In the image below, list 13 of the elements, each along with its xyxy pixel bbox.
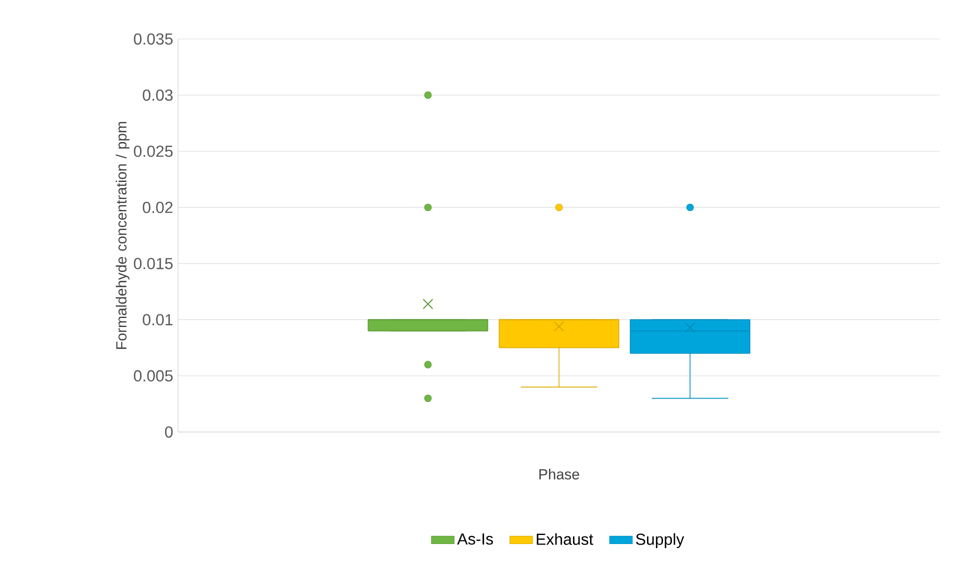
y-tick-label: 0.01 [142, 314, 173, 326]
y-tick-label: 0.015 [134, 258, 173, 270]
legend-label: Exhaust [536, 533, 594, 545]
y-tick-label: 0.02 [142, 202, 172, 214]
y-tick-label: 0.03 [142, 89, 173, 101]
y-tick-label: 0.025 [134, 146, 173, 157]
legend-label: As-Is [457, 533, 493, 545]
y-tick-label: 0 [165, 426, 173, 438]
y-axis-title: Formaldehyde concentration / ppm [116, 122, 130, 349]
y-tick-label: 0.005 [134, 370, 173, 382]
y-tick-label: 0.035 [134, 33, 173, 45]
x-axis-title: Phase [539, 468, 580, 480]
legend-label: Supply [636, 533, 684, 548]
